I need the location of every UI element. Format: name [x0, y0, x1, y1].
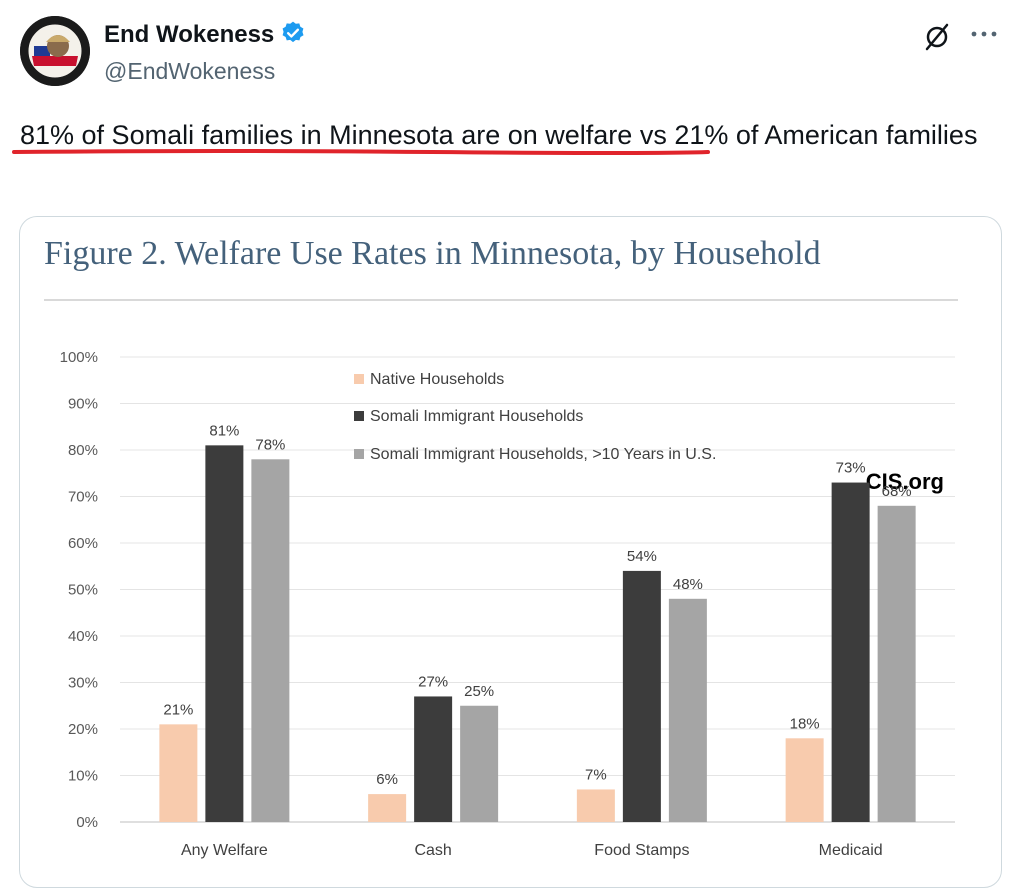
- bar-data-label: 25%: [464, 683, 494, 700]
- bar: [414, 696, 453, 822]
- legend-swatch: [354, 411, 364, 421]
- bar: [460, 705, 499, 822]
- bar-data-label: 81%: [209, 422, 239, 439]
- verified-badge-icon: [282, 21, 304, 43]
- bar: [576, 789, 615, 822]
- y-tick-label: 60%: [68, 535, 98, 552]
- media-image[interactable]: Figure 2. Welfare Use Rates in Minnesota…: [19, 216, 1002, 888]
- more-options-icon[interactable]: [970, 24, 998, 44]
- red-underline-annotation: [12, 149, 710, 155]
- bar: [368, 794, 407, 822]
- grok-icon[interactable]: [922, 22, 952, 52]
- bar-data-label: 27%: [418, 673, 448, 690]
- bar-data-label: 73%: [836, 460, 866, 477]
- x-category-label: Food Stamps: [594, 842, 689, 859]
- bar-data-label: 48%: [673, 576, 703, 593]
- legend-label: Somali Immigrant Households: [370, 408, 583, 425]
- author-name-text[interactable]: End Wokeness: [104, 21, 275, 48]
- bar-data-label: 54%: [627, 548, 657, 565]
- legend-swatch: [354, 374, 364, 384]
- y-tick-label: 90%: [68, 396, 98, 413]
- y-tick-label: 40%: [68, 628, 98, 645]
- bar: [205, 445, 244, 822]
- bar: [831, 482, 870, 822]
- y-tick-label: 70%: [68, 489, 98, 506]
- bar: [622, 570, 661, 822]
- x-category-label: Medicaid: [819, 842, 883, 859]
- mascot-avatar-icon: [20, 16, 90, 86]
- bar-chart: CIS.org 0% 10% 20% 30% 40% 50% 60% 70% 80% 90% 100…: [60, 349, 955, 859]
- bar-data-label: 6%: [376, 771, 398, 788]
- y-tick-label: 100%: [60, 349, 98, 366]
- legend-swatch: [354, 449, 364, 459]
- tweet-text-highlight: 81% of Somali families in Minnesota are …: [20, 120, 633, 150]
- tweet-text-rest: vs 21% of American families: [632, 120, 978, 150]
- bar-data-label: 18%: [790, 715, 820, 732]
- author-handle[interactable]: @EndWokeness: [104, 58, 276, 84]
- y-tick-label: 80%: [68, 442, 98, 459]
- y-tick-label: 10%: [68, 768, 98, 785]
- bar: [159, 724, 198, 822]
- bar: [785, 738, 824, 822]
- bar-data-label: 68%: [882, 483, 912, 500]
- x-category-label: Any Welfare: [181, 842, 268, 859]
- tweet-text: 81% of Somali families in Minnesota are …: [20, 114, 985, 156]
- legend-label: Somali Immigrant Households, >10 Years i…: [370, 446, 716, 463]
- x-category-label: Cash: [414, 842, 451, 859]
- bar: [668, 598, 707, 822]
- bar: [877, 505, 916, 822]
- bar-data-label: 7%: [585, 766, 607, 783]
- bar-data-label: 78%: [255, 436, 285, 453]
- avatar[interactable]: [20, 16, 90, 86]
- author-name[interactable]: End Wokeness: [104, 20, 306, 49]
- y-tick-label: 50%: [68, 582, 98, 599]
- figure-divider: [44, 299, 958, 301]
- source-label: CIS.org: [866, 469, 944, 494]
- bar: [251, 459, 290, 822]
- y-tick-label: 30%: [68, 675, 98, 692]
- figure-title: Figure 2. Welfare Use Rates in Minnesota…: [44, 235, 821, 272]
- bar-data-label: 21%: [163, 701, 193, 718]
- y-tick-label: 0%: [76, 814, 98, 831]
- y-tick-label: 20%: [68, 721, 98, 738]
- legend-label: Native Households: [370, 371, 504, 388]
